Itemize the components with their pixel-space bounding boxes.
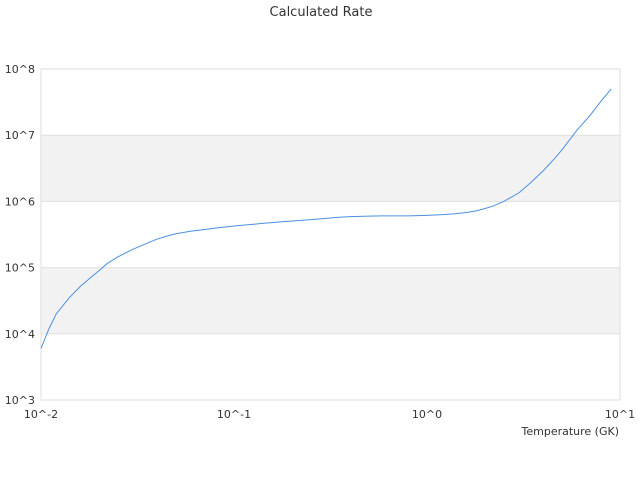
x-axis-label: Temperature (GK) — [521, 425, 620, 438]
background-band — [41, 267, 620, 334]
rate-series-line — [40, 88, 612, 349]
x-tick-label: 10^-1 — [217, 408, 251, 421]
background-band — [41, 135, 620, 202]
y-tick-label: 10^7 — [5, 129, 35, 142]
gridlines — [41, 68, 620, 401]
x-tick-labels: 10^-2 10^-1 10^0 10^1 — [24, 408, 635, 421]
y-tick-label: 10^5 — [5, 262, 35, 275]
background-bands — [41, 135, 620, 334]
x-tick-label: 10^1 — [605, 408, 635, 421]
chart-title: Calculated Rate — [270, 5, 373, 20]
x-tick-label: 10^-2 — [24, 408, 58, 421]
y-tick-label: 10^6 — [5, 195, 35, 208]
y-tick-label: 10^3 — [5, 394, 35, 407]
y-tick-label: 10^4 — [5, 328, 35, 341]
x-tick-label: 10^0 — [412, 408, 442, 421]
y-tick-label: 10^8 — [5, 63, 35, 76]
y-tick-labels: 10^3 10^4 10^5 10^6 10^7 10^8 — [5, 63, 35, 407]
plot-area-border — [40, 68, 621, 401]
